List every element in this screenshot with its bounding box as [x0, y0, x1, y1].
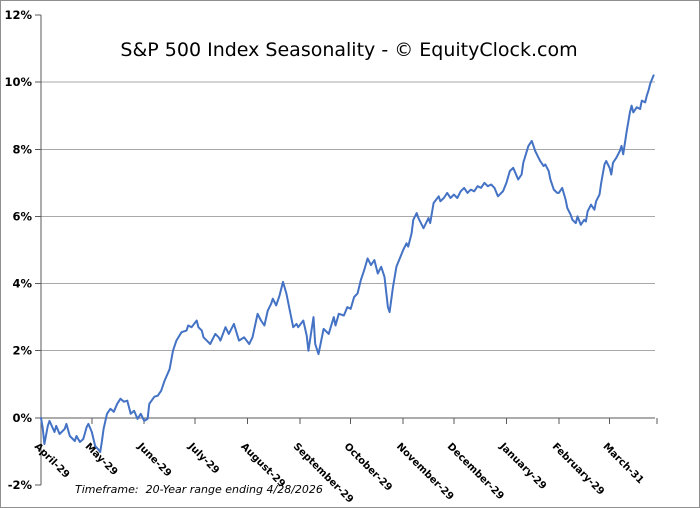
y-axis-label-2pct: 2% — [12, 344, 32, 358]
y-axis-label-10pct: 10% — [4, 75, 32, 89]
chart-title: S&P 500 Index Seasonality - © EquityCloc… — [120, 39, 578, 61]
x-axis-ticks — [40, 417, 658, 424]
x-axis-label-july-29: July-29 — [185, 440, 221, 476]
timeframe-footnote: Timeframe: 20-Year range ending 4/28/202… — [75, 483, 323, 496]
axes — [40, 15, 655, 485]
y-axis-labels: 12% 10% 8% 6% 4% 2% 0% -2% — [4, 8, 32, 492]
y-axis-label-8pct: 8% — [12, 142, 32, 156]
y-axis-label--2pct: -2% — [8, 478, 33, 492]
x-axis-label-october-29: October-29 — [342, 441, 394, 493]
x-axis-label-june-29: June-29 — [134, 440, 173, 479]
seasonality-series-path — [40, 74, 655, 454]
x-axis-label-january-29: January-29 — [497, 440, 549, 492]
y-axis-label-12pct: 12% — [4, 8, 32, 22]
seasonality-line — [40, 74, 655, 454]
y-axis-label-0pct: 0% — [12, 411, 32, 425]
x-axis-label-april-29: April-29 — [32, 441, 71, 480]
y-axis-label-4pct: 4% — [12, 277, 32, 291]
y-axis-label-6pct: 6% — [12, 209, 32, 223]
x-axis-label-february-29: February-29 — [550, 441, 606, 497]
y-axis-ticks — [35, 14, 41, 486]
x-axis-label-march-31: March-31 — [600, 441, 645, 486]
gridlines — [41, 81, 655, 352]
